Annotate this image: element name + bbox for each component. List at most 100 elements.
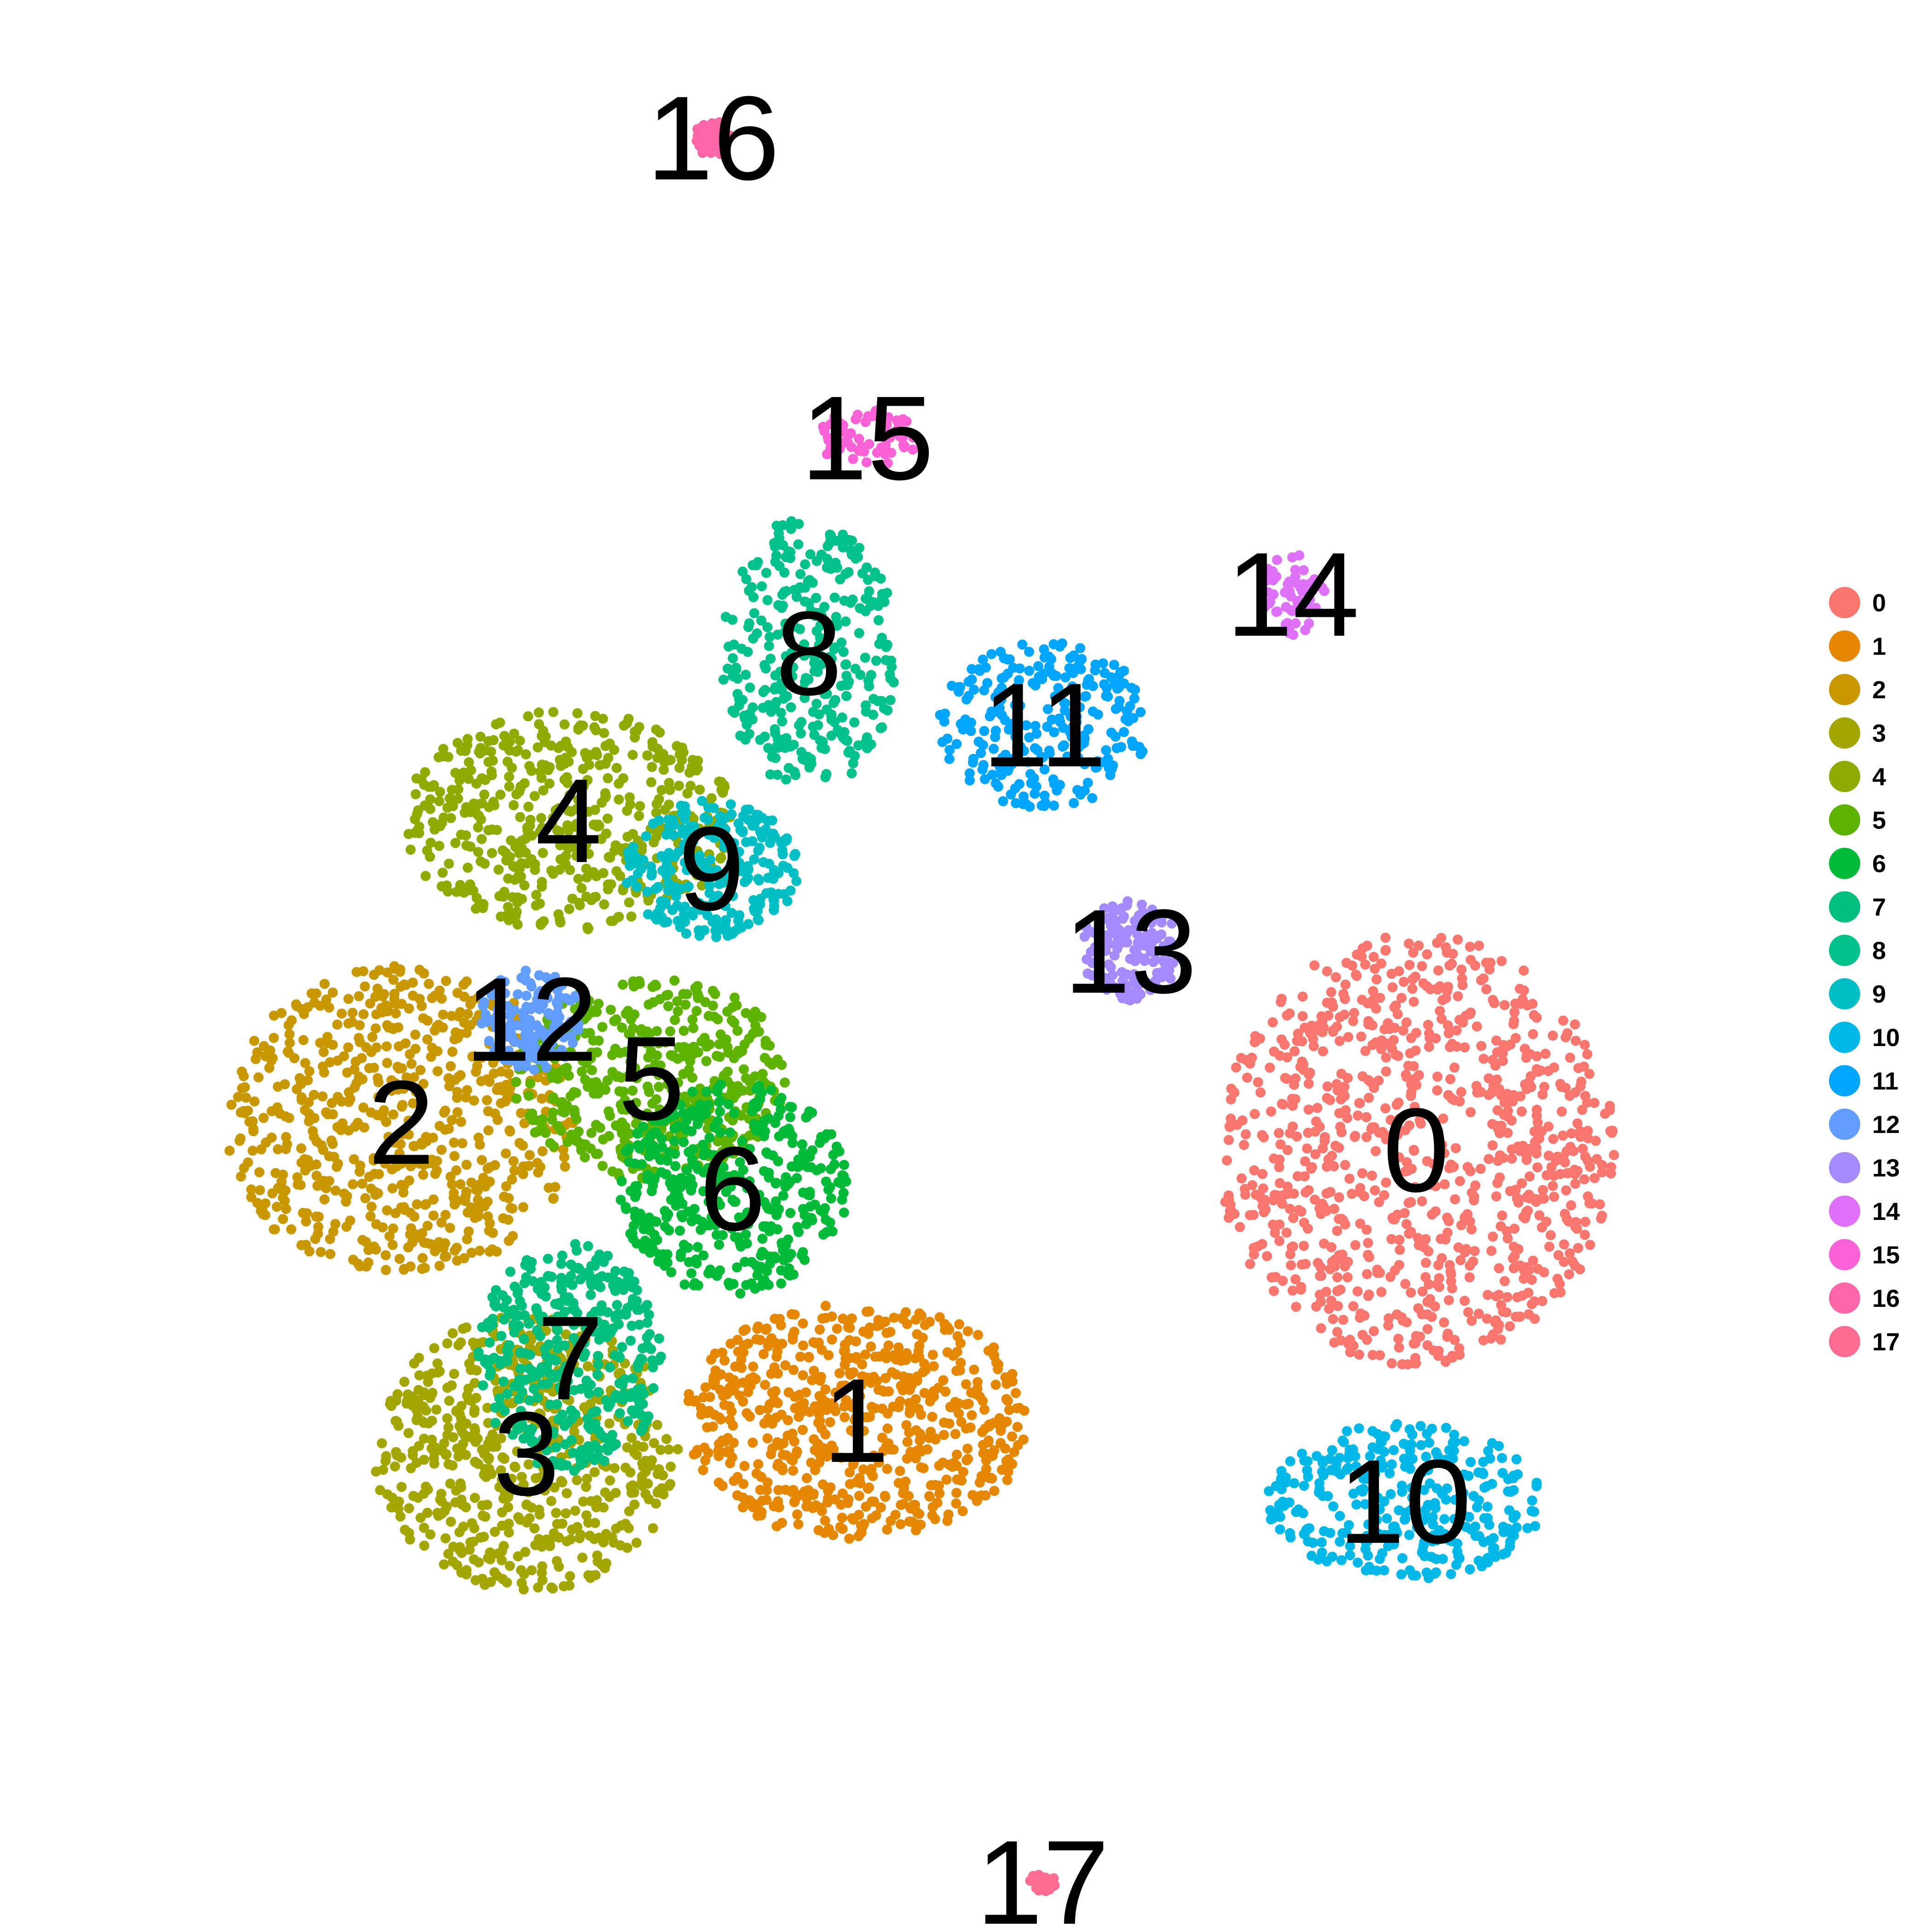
cluster-2-point — [472, 1185, 483, 1196]
cluster-2-point — [358, 1102, 368, 1113]
cluster-1-point — [820, 1384, 831, 1395]
cluster-3-point — [392, 1389, 403, 1399]
cluster-4-point — [563, 843, 574, 854]
cluster-8-point — [876, 696, 887, 706]
cluster-7-point — [581, 1322, 591, 1333]
cluster-0-point — [1312, 1103, 1322, 1113]
cluster-0-point — [1236, 1053, 1246, 1063]
cluster-4-point — [635, 801, 645, 811]
cluster-0-point — [1471, 1081, 1482, 1091]
cluster-3-point — [439, 1438, 449, 1449]
cluster-8-point — [742, 719, 752, 730]
cluster-5-point — [669, 975, 680, 986]
cluster-0-point — [1367, 1122, 1377, 1133]
cluster-4-point — [512, 892, 523, 903]
cluster-7-point — [494, 1393, 505, 1403]
cluster-7-point — [614, 1378, 625, 1389]
cluster-0-point — [1290, 1073, 1301, 1084]
cluster-0-point — [1363, 1237, 1373, 1248]
cluster-0-point — [1466, 1224, 1477, 1235]
cluster-5-point — [625, 1057, 636, 1067]
cluster-2-point — [451, 1242, 462, 1253]
cluster-0-point — [1534, 1210, 1545, 1221]
cluster-3-point — [427, 1368, 437, 1379]
cluster-7-point — [540, 1344, 551, 1354]
cluster-5-point — [741, 1008, 751, 1018]
cluster-1-point — [1002, 1475, 1012, 1485]
cluster-5-point — [597, 1022, 608, 1032]
cluster-8-point — [786, 702, 796, 713]
cluster-0-point — [1580, 1217, 1591, 1227]
cluster-3-point — [536, 1537, 546, 1547]
cluster-2-point — [488, 1058, 499, 1068]
cluster-1-point — [851, 1336, 861, 1346]
cluster-4-point — [544, 778, 555, 789]
cluster-3-point — [497, 1520, 507, 1531]
cluster-1-point — [793, 1519, 804, 1530]
cluster-8-point — [841, 671, 852, 681]
cluster-0-point — [1393, 1051, 1403, 1061]
cluster-3-point — [574, 1435, 584, 1445]
cluster-8-point — [862, 594, 873, 604]
cluster-7-point — [572, 1346, 582, 1356]
cluster-2-point — [457, 1138, 467, 1149]
cluster-0-point — [1454, 1015, 1465, 1025]
cluster-4-point — [513, 745, 523, 755]
cluster-4-point — [523, 711, 534, 722]
cluster-0-point — [1519, 1043, 1530, 1054]
cluster-0-point — [1444, 1260, 1455, 1271]
cluster-7-point — [516, 1406, 526, 1416]
cluster-0-point — [1589, 1173, 1600, 1184]
cluster-2-point — [496, 1066, 506, 1077]
cluster-3-point — [627, 1432, 637, 1443]
cluster-6-point — [681, 1116, 692, 1126]
cluster-0-point — [1414, 1240, 1424, 1250]
cluster-2-point — [387, 1183, 398, 1194]
cluster-3-point — [489, 1527, 500, 1537]
cluster-2-point — [339, 1051, 349, 1062]
cluster-8-point — [821, 769, 832, 779]
cluster-0-point — [1461, 1244, 1472, 1254]
cluster-3-point — [405, 1534, 415, 1545]
cluster-1-point — [954, 1408, 964, 1419]
cluster-6-point — [797, 1139, 808, 1150]
cluster-2-point — [410, 1029, 420, 1040]
cluster-4-point — [514, 838, 524, 848]
cluster-0-point — [1379, 1190, 1390, 1201]
cluster-8-point — [799, 639, 810, 650]
cluster-0-point — [1322, 1093, 1332, 1103]
cluster-6-point — [638, 1121, 649, 1132]
cluster-0-point — [1572, 1118, 1583, 1129]
cluster-0-point — [1465, 1260, 1475, 1271]
cluster-1-point — [928, 1361, 939, 1372]
cluster-8-point — [886, 656, 897, 666]
cluster-3-point — [439, 1559, 449, 1570]
cluster-0-point — [1466, 1316, 1477, 1326]
cluster-0-point — [1564, 1248, 1575, 1259]
cluster-5-point — [511, 1077, 521, 1087]
cluster-2-point — [482, 1095, 492, 1105]
cluster-4-point — [578, 720, 588, 731]
cluster-1-point — [956, 1475, 967, 1486]
cluster-6-point — [669, 1100, 680, 1111]
cluster-7-point — [484, 1337, 495, 1348]
cluster-4-point — [624, 792, 635, 803]
cluster-4-point — [651, 807, 661, 818]
cluster-2-point — [369, 970, 379, 980]
cluster-1-point — [990, 1380, 1001, 1390]
cluster-1-point — [705, 1392, 715, 1402]
cluster-2-point — [343, 1018, 354, 1029]
cluster-0-point — [1502, 1127, 1513, 1138]
cluster-2-point — [278, 1214, 288, 1225]
cluster-1-point — [753, 1504, 764, 1515]
cluster-5-point — [597, 1161, 608, 1171]
cluster-2-point — [384, 1231, 395, 1242]
cluster-3-point — [436, 1489, 447, 1499]
cluster-1-point — [814, 1449, 825, 1460]
cluster-5-point — [575, 1140, 586, 1150]
cluster-4-point — [442, 802, 453, 813]
cluster-7-point — [552, 1335, 563, 1346]
cluster-0-point — [1475, 1164, 1486, 1174]
cluster-1-point — [898, 1488, 908, 1499]
cluster-4-point — [403, 829, 414, 840]
